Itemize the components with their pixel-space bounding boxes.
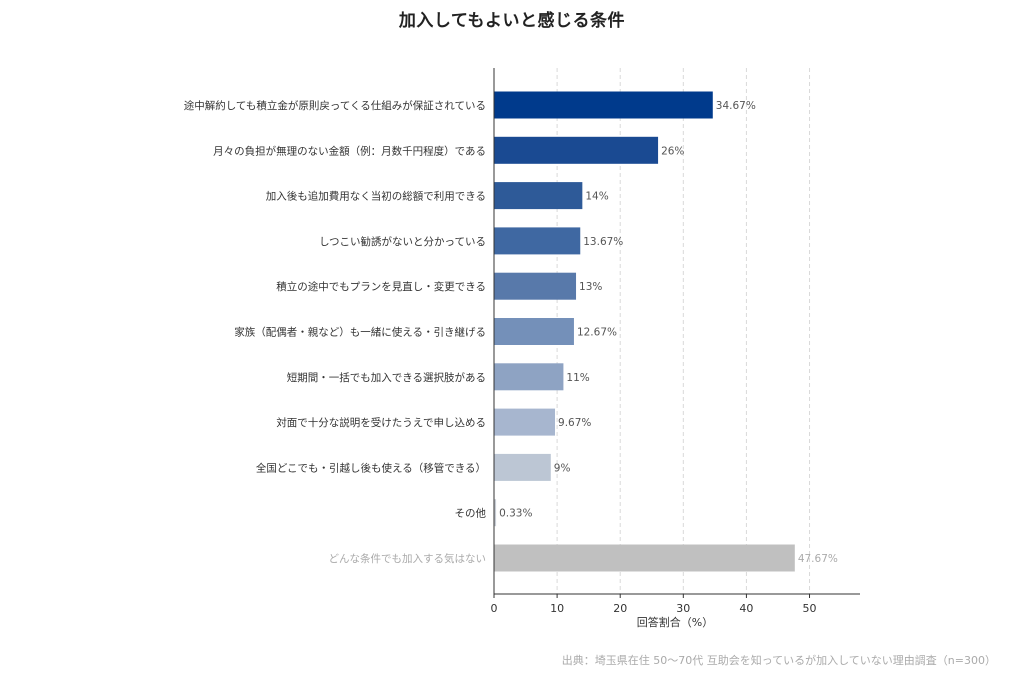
value-label: 0.33% [499, 508, 532, 520]
value-label: 9% [554, 462, 571, 474]
category-labels: 途中解約しても積立金が原則戻ってくる仕組みが保証されている月々の負担が無理のない… [184, 99, 487, 565]
x-tick-label: 40 [739, 602, 753, 615]
bar [494, 182, 583, 210]
bar [494, 91, 713, 119]
category-label: 短期間・一括でも加入できる選択肢がある [287, 371, 486, 384]
x-tick-label: 20 [613, 602, 627, 615]
x-tick-label: 0 [491, 602, 498, 615]
bars [494, 91, 795, 572]
value-label: 12.67% [577, 327, 617, 339]
category-label: 対面で十分な説明を受けたうえで申し込める [276, 416, 486, 429]
category-label: しつこい勧誘がないと分かっている [319, 235, 486, 248]
bar [494, 408, 556, 436]
value-label: 13.67% [583, 236, 623, 248]
category-label: 家族（配偶者・親など）も一緒に使える・引き継げる [234, 326, 486, 339]
bar [494, 272, 577, 300]
bar [494, 544, 795, 572]
value-labels: 34.67% 26% 14% 13.67% 13% 12.67% 11% 9.67% 9% 0.3… [499, 100, 838, 565]
bar [494, 499, 497, 527]
x-tick-label: 10 [550, 602, 564, 615]
category-label: 月々の負担が無理のない金額（例：月数千円程度）である [213, 144, 486, 157]
category-label: 途中解約しても積立金が原則戻ってくる仕組みが保証されている [184, 99, 486, 112]
x-axis-label: 回答割合（%） [637, 615, 713, 629]
x-tick-label: 50 [803, 602, 817, 615]
category-label: 全国どこでも・引越し後も使える（移管できる） [256, 461, 486, 474]
value-label: 13% [579, 281, 602, 293]
category-label: どんな条件でも加入する気はない [329, 552, 487, 565]
bar [494, 136, 659, 164]
chart-title: 加入してもよいと感じる条件 [398, 11, 626, 31]
x-tick-labels: 0 10 20 30 40 50 [491, 602, 817, 615]
value-label: 11% [566, 372, 589, 384]
category-label: 加入後も追加費用なく当初の総額で利用できる [266, 190, 486, 203]
category-label: その他 [455, 507, 487, 520]
value-label: 9.67% [558, 417, 591, 429]
x-tick-label: 30 [676, 602, 690, 615]
value-label: 34.67% [716, 100, 756, 112]
source-note: 出典：埼玉県在住 50〜70代 互助会を知っているが加入していない理由調査（n=… [561, 654, 996, 667]
value-label: 26% [661, 145, 684, 157]
bar [494, 227, 581, 255]
bar [494, 363, 564, 391]
value-label: 47.67% [798, 553, 838, 565]
bar [494, 453, 551, 481]
bar [494, 318, 574, 345]
axes [493, 68, 860, 598]
category-label: 積立の途中でもプランを見直し・変更できる [276, 280, 486, 293]
value-label: 14% [585, 191, 608, 203]
